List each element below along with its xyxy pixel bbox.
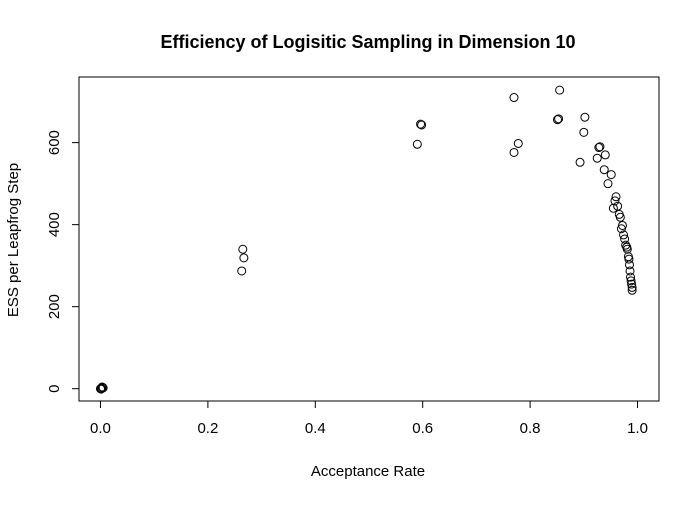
data-point (619, 230, 629, 240)
y-axis: 0 200 400 600 (46, 130, 80, 393)
data-point (97, 383, 107, 393)
x-axis-title: Acceptance Rate (311, 463, 425, 480)
data-point (620, 234, 630, 244)
data-point (553, 115, 562, 125)
data-point (509, 147, 519, 157)
data-point (600, 150, 610, 160)
data-point (592, 153, 602, 163)
y-tick-label: 600 (46, 130, 63, 155)
x-tick-label: 1.0 (627, 420, 648, 437)
data-point (613, 201, 623, 211)
data-point (579, 127, 589, 137)
x-tick-label: 0.2 (197, 420, 218, 437)
data-point (237, 266, 247, 276)
data-point (615, 212, 625, 222)
data-point (606, 170, 616, 180)
data-point (624, 254, 634, 264)
y-tick-label: 200 (46, 294, 63, 319)
data-point (626, 272, 636, 282)
x-tick-label: 0.8 (520, 420, 541, 437)
data-point (603, 179, 613, 189)
data-point (580, 112, 590, 122)
data-point (555, 85, 565, 95)
data-point (98, 382, 108, 392)
data-point (594, 143, 604, 153)
data-point (626, 276, 636, 286)
plot-frame (78, 76, 660, 402)
data-point (554, 114, 564, 124)
data-point (239, 253, 249, 263)
data-point (627, 282, 637, 292)
x-tick-label: 0.4 (305, 420, 326, 437)
x-tick-label: 0.6 (412, 420, 433, 437)
data-point (416, 119, 426, 129)
data-point (509, 93, 519, 103)
data-point (412, 139, 422, 149)
data-point (575, 157, 585, 167)
data-point (611, 192, 621, 202)
data-point (624, 260, 634, 270)
x-axis: 0.0 0.2 0.4 0.6 0.8 1.0 (90, 400, 648, 437)
x-tick-label: 0.0 (90, 420, 111, 437)
data-point (599, 165, 609, 175)
y-tick-label: 400 (46, 212, 63, 237)
y-axis-title: ESS per Leapfrog Step (5, 163, 22, 317)
data-point (417, 120, 427, 130)
data-point (621, 240, 631, 250)
data-point (610, 196, 620, 206)
data-point (617, 220, 627, 230)
data-points (95, 85, 637, 394)
chart-title: Efficiency of Logisitic Sampling in Dime… (160, 32, 575, 52)
data-point (625, 266, 635, 276)
data-point (627, 285, 637, 295)
data-point (595, 142, 605, 152)
data-point (238, 244, 248, 254)
data-point (627, 279, 637, 289)
y-tick-label: 0 (46, 385, 63, 393)
data-point (513, 138, 523, 148)
data-point (622, 244, 632, 254)
